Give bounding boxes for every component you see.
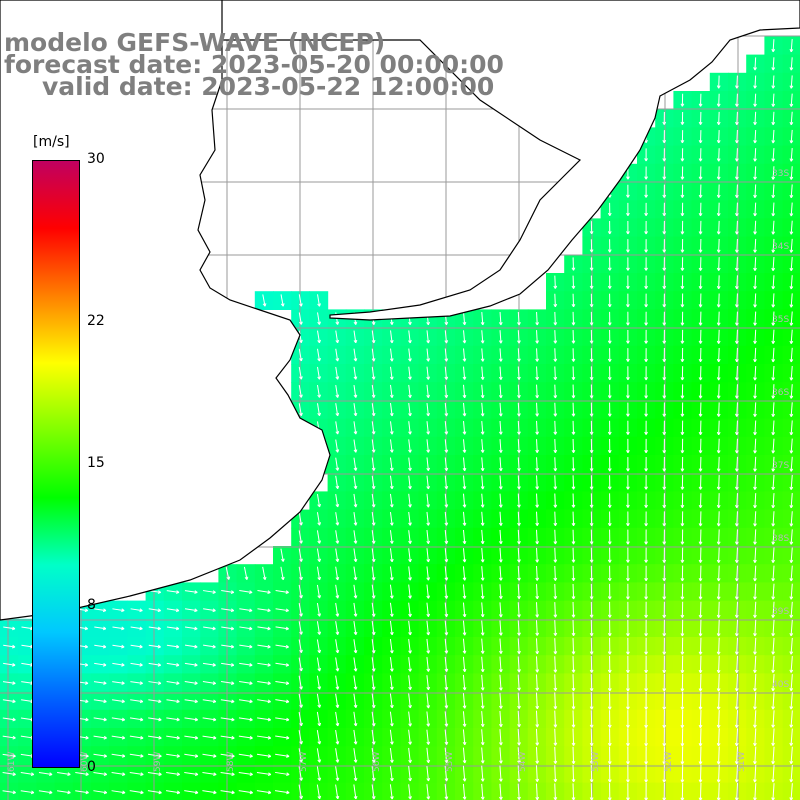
lat-label-36S: 36S — [772, 388, 789, 398]
lat-label-34S: 34S — [772, 242, 789, 252]
colorbar-tick-30: 30 — [87, 151, 105, 167]
lat-label-37S: 37S — [772, 461, 789, 471]
colorbar-tick-15: 15 — [87, 455, 105, 471]
lon-label-59W: 59W — [153, 752, 163, 772]
lon-label-51W: 51W — [737, 752, 747, 772]
lat-label-39S: 39S — [772, 607, 789, 617]
longitude-labels: 61W 60W 59W 58W 57W 56W 55W 54W 53W 52W 51W — [7, 752, 747, 772]
lon-label-61W: 61W — [7, 752, 17, 772]
lat-label-35S: 35S — [772, 315, 789, 325]
colorbar-tick-8: 8 — [87, 596, 96, 613]
lon-label-55W: 55W — [445, 752, 455, 772]
title-model: modelo GEFS-WAVE (NCEP) — [4, 28, 386, 57]
lon-label-58W: 58W — [226, 752, 236, 772]
colorbar-unit: [m/s] — [33, 134, 70, 150]
lon-label-52W: 52W — [664, 752, 674, 772]
wind-arrows — [2, 39, 794, 800]
lon-label-57W: 57W — [299, 752, 309, 772]
title-forecast-date: forecast date: 2023-05-20 00:00:00 — [4, 50, 504, 79]
lon-label-56W: 56W — [372, 752, 382, 772]
lon-label-54W: 54W — [518, 752, 528, 772]
lat-label-33S: 33S — [772, 169, 789, 179]
colorbar-tick-22: 22 — [87, 313, 105, 330]
colorbar — [32, 160, 80, 768]
lat-label-38S: 38S — [772, 534, 789, 544]
title-valid-date: valid date: 2023-05-22 12:00:00 — [42, 72, 495, 101]
lon-label-53W: 53W — [591, 752, 601, 772]
lat-label-40S: 40S — [772, 680, 789, 690]
lon-label-60W: 60W — [80, 752, 90, 772]
latitude-labels: 33S 34S 35S 36S 37S 38S 39S 40S — [772, 169, 789, 690]
colorbar-tick-0: 0 — [87, 759, 96, 775]
coastline — [0, 0, 800, 621]
